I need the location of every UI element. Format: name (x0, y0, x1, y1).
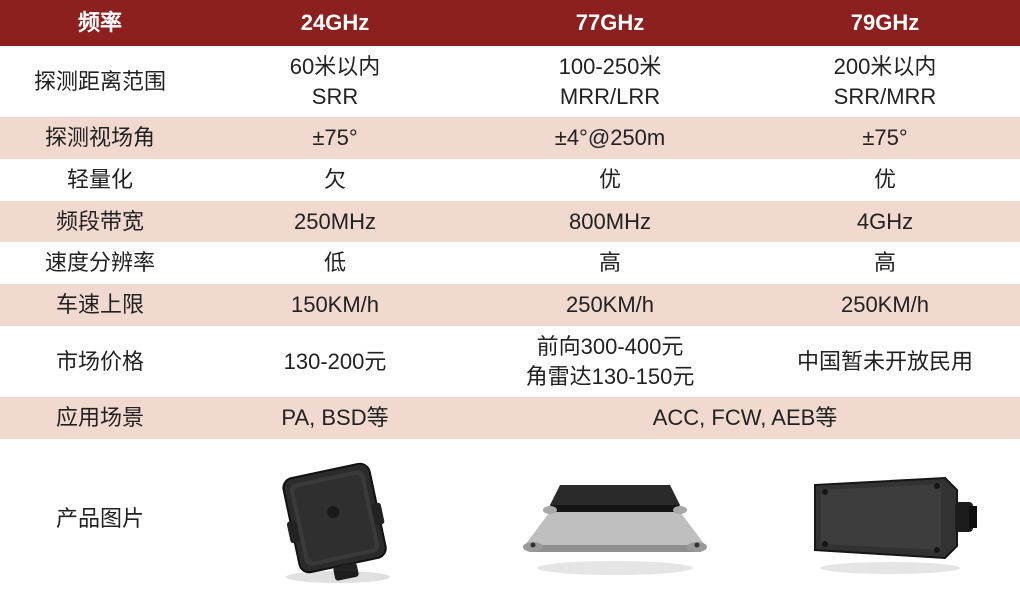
table-row: 探测距离范围 60米以内 SRR 100-250米 MRR/LRR 200米以内… (0, 46, 1020, 117)
row-label-fov: 探测视场角 (0, 117, 200, 159)
col-header-79ghz: 79GHz (750, 0, 1020, 46)
cell-bw-24: 250MHz (200, 201, 470, 243)
cell-weight-24: 欠 (200, 159, 470, 201)
table-row: 频段带宽 250MHz 800MHz 4GHz (0, 201, 1020, 243)
table-row: 应用场景 PA, BSD等 ACC, FCW, AEB等 (0, 397, 1020, 439)
cell-line: SRR (204, 82, 466, 112)
col-header-frequency: 频率 (0, 0, 200, 46)
cell-app-77-79: ACC, FCW, AEB等 (470, 397, 1020, 439)
table-row: 探测视场角 ±75° ±4°@250m ±75° (0, 117, 1020, 159)
cell-line: 100-250米 (474, 52, 746, 82)
cell-weight-79: 优 (750, 159, 1020, 201)
radar-module-77ghz-icon (505, 450, 715, 588)
cell-vres-77: 高 (470, 242, 750, 284)
table-header-row: 频率 24GHz 77GHz 79GHz (0, 0, 1020, 46)
cell-line: 角雷达130-150元 (474, 362, 746, 392)
cell-fov-77: ±4°@250m (470, 117, 750, 159)
cell-range-77: 100-250米 MRR/LRR (470, 46, 750, 117)
table-row: 市场价格 130-200元 前向300-400元 角雷达130-150元 中国暂… (0, 326, 1020, 397)
cell-vres-79: 高 (750, 242, 1020, 284)
cell-line: 200米以内 (754, 52, 1016, 82)
row-label-vres: 速度分辨率 (0, 242, 200, 284)
row-label-app: 应用场景 (0, 397, 200, 439)
cell-bw-77: 800MHz (470, 201, 750, 243)
cell-speed-24: 150KM/h (200, 284, 470, 326)
table-row: 速度分辨率 低 高 高 (0, 242, 1020, 284)
cell-app-24: PA, BSD等 (200, 397, 470, 439)
cell-line: MRR/LRR (474, 82, 746, 112)
table-row: 车速上限 150KM/h 250KM/h 250KM/h (0, 284, 1020, 326)
table-row: 轻量化 欠 优 优 (0, 159, 1020, 201)
cell-bw-79: 4GHz (750, 201, 1020, 243)
cell-fov-79: ±75° (750, 117, 1020, 159)
cell-fov-24: ±75° (200, 117, 470, 159)
cell-weight-77: 优 (470, 159, 750, 201)
row-label-range: 探测距离范围 (0, 46, 200, 117)
radar-module-79ghz-icon (785, 450, 985, 588)
col-header-77ghz: 77GHz (470, 0, 750, 46)
row-label-weight: 轻量化 (0, 159, 200, 201)
radar-comparison-table: 频率 24GHz 77GHz 79GHz 探测距离范围 60米以内 SRR 10… (0, 0, 1020, 599)
cell-speed-79: 250KM/h (750, 284, 1020, 326)
cell-price-79: 中国暂未开放民用 (750, 326, 1020, 397)
row-label-maxspeed: 车速上限 (0, 284, 200, 326)
cell-price-77: 前向300-400元 角雷达130-150元 (470, 326, 750, 397)
cell-vres-24: 低 (200, 242, 470, 284)
cell-line: 前向300-400元 (474, 332, 746, 362)
cell-range-24: 60米以内 SRR (200, 46, 470, 117)
col-header-24ghz: 24GHz (200, 0, 470, 46)
row-label-bandwidth: 频段带宽 (0, 201, 200, 243)
cell-line: SRR/MRR (754, 82, 1016, 112)
cell-product-77 (470, 439, 750, 599)
cell-line: 60米以内 (204, 52, 466, 82)
radar-module-24ghz-icon (260, 445, 410, 593)
cell-range-79: 200米以内 SRR/MRR (750, 46, 1020, 117)
row-label-price: 市场价格 (0, 326, 200, 397)
cell-price-24: 130-200元 (200, 326, 470, 397)
row-label-product: 产品图片 (0, 439, 200, 599)
cell-product-24 (200, 439, 470, 599)
product-image-row: 产品图片 (0, 439, 1020, 599)
cell-speed-77: 250KM/h (470, 284, 750, 326)
cell-product-79 (750, 439, 1020, 599)
